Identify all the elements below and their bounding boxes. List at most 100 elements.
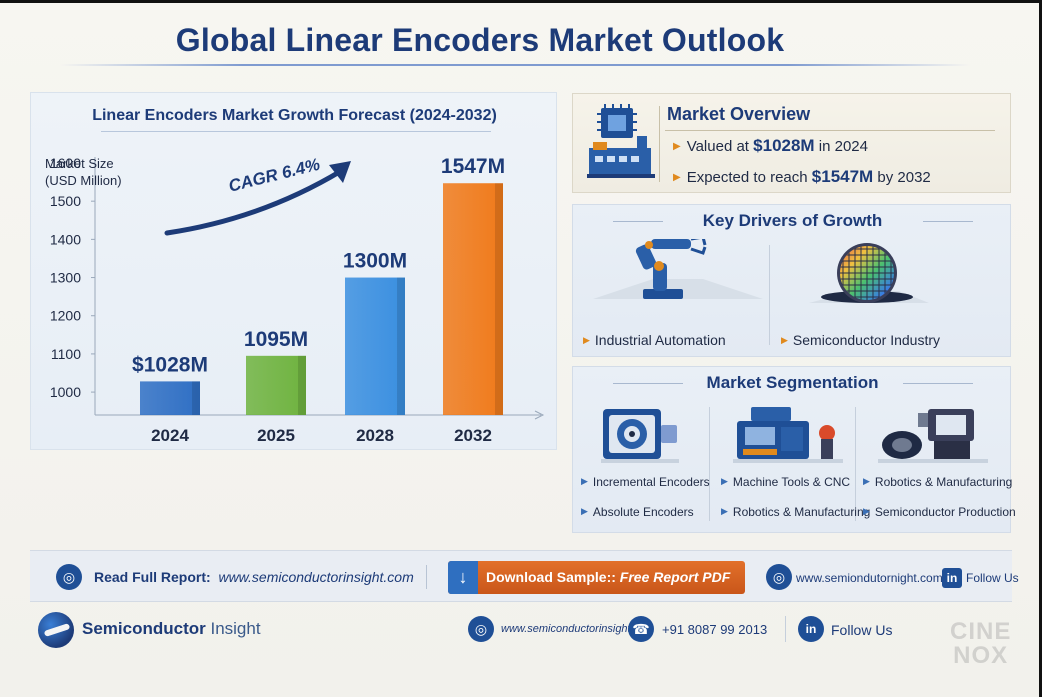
y-axis-label-line2: (USD Million) [45, 173, 122, 188]
bar-2032 [443, 183, 503, 415]
y-tick-label: 1000 [50, 384, 81, 400]
footer-phone[interactable]: +91 8087 99 2013 [662, 622, 768, 637]
encoder-icon [601, 409, 679, 463]
web-icon: ◎ [766, 564, 792, 590]
x-tick-label: 2028 [356, 426, 394, 445]
overview-divider [659, 106, 660, 182]
x-tick-label: 2024 [151, 426, 189, 445]
cagr-arrowhead [329, 161, 351, 183]
overview-item-expected: ▶ Expected to reach $1547M by 2032 [673, 167, 931, 187]
heading-rule-right [903, 383, 973, 384]
market-overview-card: Market Overview ▶ Valued at $1028M in 202… [572, 93, 1011, 193]
bullet-arrow-icon: ▶ [721, 506, 728, 516]
overview-item-suffix: in 2024 [814, 138, 868, 155]
y-tick-label: 1200 [50, 308, 81, 324]
bar-value-label: 1547M [441, 155, 505, 178]
overview-item-suffix: by 2032 [873, 169, 931, 186]
x-axis-arrow [534, 410, 545, 420]
download-icon: ↓ [448, 561, 478, 594]
cta-banner: ◎ Read Full Report: www.semiconductorins… [30, 550, 1019, 602]
bullet-arrow-icon: ▶ [581, 476, 588, 486]
y-axis-label: Market Size (USD Million) [45, 155, 122, 189]
overview-item-valued: ▶ Valued at $1028M in 2024 [673, 136, 868, 156]
segmentation-heading: Market Segmentation [706, 373, 879, 392]
segment-label: Robotics & Manufacturing [732, 505, 871, 519]
download-label-emphasis: Free Report PDF [619, 569, 731, 585]
cagr-arrow [164, 168, 344, 236]
bullet-arrow-icon: ▶ [721, 476, 728, 486]
footer-linkedin-icon[interactable]: in [798, 616, 824, 642]
footer-follow-us[interactable]: Follow Us [831, 622, 893, 638]
watermark: CINE NOX [950, 620, 1011, 668]
banner-site-link[interactable]: www.semiondutornight.com [796, 571, 943, 585]
segment-semiconductor-production: ▶ Semiconductor Production [863, 505, 1016, 519]
read-full-report-link[interactable]: Read Full Report: www.semiconductorinsig… [94, 569, 414, 585]
footer-site-link[interactable]: www.semiconductorinsight [501, 623, 631, 635]
y-tick-label: 1600 [50, 155, 81, 171]
overview-rule [665, 130, 995, 131]
bullet-arrow-icon: ▶ [863, 506, 870, 516]
banner-follow-us[interactable]: Follow Us [966, 571, 1019, 585]
brand-name-bold: Semiconductor [82, 619, 206, 638]
linkedin-icon[interactable]: in [942, 568, 962, 588]
read-report-label: Read Full Report: [94, 569, 211, 585]
heading-rule-right [923, 221, 973, 222]
y-axis-label-line1: Market Size [45, 156, 114, 171]
x-tick-label: 2032 [454, 426, 492, 445]
overview-item-value: $1028M [753, 136, 815, 155]
robotics-manufacturing-icon [878, 409, 988, 463]
brand-name: Semiconductor Insight [82, 619, 261, 639]
bar-value-label: $1028M [132, 353, 208, 376]
bar-value-label: 1095M [244, 328, 308, 351]
overview-item-value: $1547M [811, 167, 874, 186]
watermark-line2: NOX [953, 642, 1009, 669]
banner-divider-1 [426, 565, 427, 589]
drivers-divider [769, 245, 770, 345]
segment-label: Absolute Encoders [592, 505, 694, 519]
bar-shade-2028 [397, 277, 405, 415]
bar-shade-2032 [495, 183, 503, 415]
driver-label-text: Semiconductor Industry [792, 332, 940, 348]
chart-title: Linear Encoders Market Growth Forecast (… [92, 107, 497, 124]
segment-label: Machine Tools & CNC [732, 475, 851, 489]
semiconductor-wafer-icon [809, 243, 929, 303]
bullet-arrow-icon: ▶ [583, 335, 590, 345]
heading-rule-left [613, 221, 663, 222]
footer-globe-icon: ◎ [468, 616, 494, 642]
driver-industrial-automation: ▶ Industrial Automation [583, 332, 726, 348]
bar-chart: 1000 1100 1200 1300 1400 1500 1600 $1028M 2024 10… [50, 155, 545, 445]
title-rule [60, 64, 970, 66]
drivers-heading: Key Drivers of Growth [702, 211, 883, 230]
page-title: Global Linear Encoders Market Outlook [175, 22, 785, 58]
download-label-prefix: Download Sample:: [486, 569, 620, 585]
download-sample-button[interactable]: ↓ Download Sample:: Free Report PDF [448, 561, 745, 594]
heading-rule-left [613, 383, 683, 384]
bar-shade-2025 [298, 355, 306, 415]
segment-robotics-manufacturing-alt: ▶ Robotics & Manufacturing [863, 475, 1012, 489]
segment-machine-tools-cnc: ▶ Machine Tools & CNC [721, 475, 850, 489]
bullet-arrow-icon: ▶ [781, 335, 788, 345]
frame-right [1039, 0, 1042, 697]
watermark-line1: CINE [950, 618, 1012, 645]
y-tick-label: 1400 [50, 231, 81, 247]
robot-arm-icon [593, 239, 763, 299]
segment-incremental-encoders: ▶ Incremental Encoders [581, 475, 710, 489]
brand-name-light: Insight [205, 619, 261, 638]
bullet-arrow-icon: ▶ [673, 141, 681, 152]
phone-icon: ☎ [628, 616, 654, 642]
chart-title-rule [101, 131, 491, 132]
driver-semiconductor-industry: ▶ Semiconductor Industry [781, 332, 940, 348]
segment-label: Robotics & Manufacturing [874, 475, 1013, 489]
overview-item-prefix: Expected to reach [686, 169, 812, 186]
bar-2024 [140, 381, 200, 415]
bar-2028 [345, 277, 405, 415]
frame-top [0, 0, 1042, 3]
factory-chip-icon [587, 104, 655, 178]
overview-item-prefix: Valued at [686, 138, 754, 155]
segmentation-divider-1 [709, 407, 710, 521]
segment-label: Incremental Encoders [592, 475, 710, 489]
read-report-url: www.semiconductorinsight.com [218, 569, 414, 585]
bar-2025 [246, 355, 306, 415]
y-tick-label: 1100 [51, 346, 81, 362]
y-tick-label: 1500 [50, 193, 81, 209]
